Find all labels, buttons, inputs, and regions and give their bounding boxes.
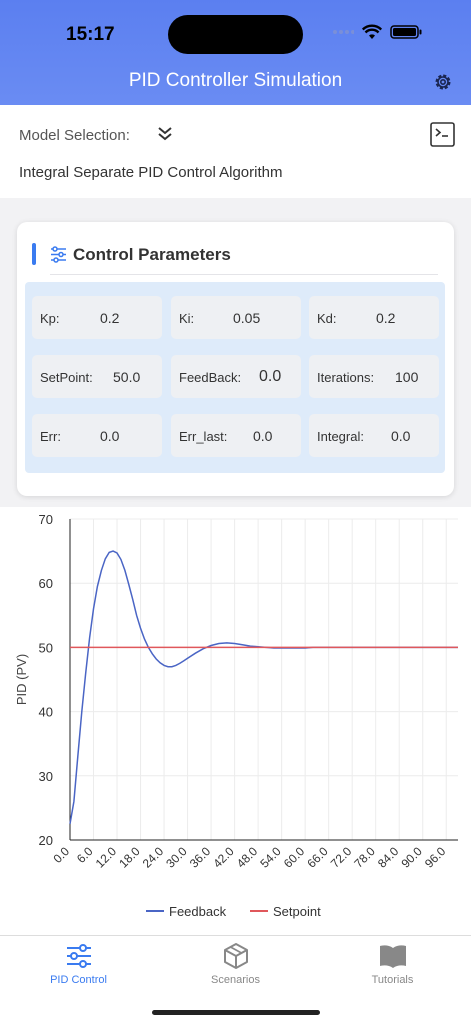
param-label: Integral:: [317, 429, 364, 444]
param-label: FeedBack:: [179, 370, 242, 385]
signal-dots-icon: [333, 30, 354, 34]
param-value: 50.0: [113, 369, 141, 385]
param-value: 0.0: [253, 428, 273, 444]
x-tick-label: 48.0: [234, 844, 261, 871]
legend-label: Setpoint: [273, 904, 321, 919]
model-selection-panel: Model Selection: Integral Separate PID C…: [0, 105, 471, 198]
x-tick-label: 60.0: [281, 844, 308, 871]
param-err-last[interactable]: Err_last: 0.0: [171, 414, 301, 457]
model-selection-value[interactable]: Integral Separate PID Control Algorithm: [19, 164, 283, 181]
x-tick-label: 96.0: [422, 844, 449, 871]
series-line-feedback: [69, 550, 458, 825]
param-ki[interactable]: Ki: 0.05: [171, 296, 301, 339]
battery-icon: [390, 25, 422, 39]
tab-bar: PID Control Scenarios Tutorials: [0, 935, 471, 1024]
y-tick-label: 40: [39, 705, 53, 720]
model-selection-label: Model Selection:: [19, 127, 130, 144]
legend-label: Feedback: [169, 904, 227, 919]
y-tick-label: 50: [39, 640, 53, 655]
tab-scenarios[interactable]: Scenarios: [157, 942, 314, 986]
y-tick-label: 60: [39, 576, 53, 591]
param-value: 0.05: [233, 310, 261, 326]
param-label: Ki:: [179, 311, 195, 326]
param-setpoint[interactable]: SetPoint: 50.0: [32, 355, 162, 398]
card-title: Control Parameters: [73, 245, 231, 264]
param-label: Kp:: [40, 311, 60, 326]
x-tick-label: 0.0: [50, 844, 72, 866]
card-accent-bar: [32, 243, 36, 265]
cube-icon: [223, 943, 248, 969]
control-parameters-card: Control Parameters Kp: 0.2 Ki: 0.05 Kd: 0.2…: [17, 222, 454, 496]
x-tick-label: 90.0: [398, 844, 425, 871]
y-tick-label: 30: [39, 769, 53, 784]
param-err[interactable]: Err: 0.0: [32, 414, 162, 457]
tab-label: PID Control: [50, 974, 107, 986]
tab-label: Tutorials: [371, 974, 414, 986]
status-icons: [332, 24, 422, 40]
y-tick-label: 20: [39, 833, 53, 848]
param-value: 0.0: [259, 368, 282, 385]
param-value: 0.2: [100, 310, 120, 326]
param-kd[interactable]: Kd: 0.2: [309, 296, 439, 339]
home-indicator: [152, 1010, 320, 1015]
page-title: PID Controller Simulation: [128, 70, 343, 91]
x-tick-label: 42.0: [210, 844, 237, 871]
param-feedback[interactable]: FeedBack: 0.0: [171, 355, 301, 398]
x-tick-label: 54.0: [257, 844, 284, 871]
param-label: Err:: [40, 429, 61, 444]
x-tick-label: 24.0: [140, 844, 167, 871]
book-icon: [379, 945, 406, 968]
param-label: Kd:: [317, 311, 337, 326]
x-tick-label: 6.0: [74, 844, 96, 866]
y-axis-label: PID (PV): [14, 654, 29, 705]
param-label: SetPoint:: [40, 370, 93, 385]
x-tick-label: 84.0: [375, 844, 402, 871]
x-tick-label: 66.0: [304, 844, 331, 871]
param-label: Err_last:: [179, 429, 228, 444]
gear-icon[interactable]: [433, 72, 453, 92]
x-tick-label: 78.0: [351, 844, 378, 871]
app-header: 15:17 PID Controller Simulation: [0, 0, 471, 105]
sliders-icon: [66, 944, 91, 968]
param-iterations[interactable]: Iterations: 100: [309, 355, 439, 398]
divider: [50, 274, 438, 275]
param-kp[interactable]: Kp: 0.2: [32, 296, 162, 339]
dynamic-island: [168, 15, 303, 54]
x-tick-label: 72.0: [328, 844, 355, 871]
wifi-icon: [362, 24, 382, 39]
x-tick-label: 30.0: [163, 844, 190, 871]
tab-label: Scenarios: [211, 974, 260, 986]
param-value: 0.2: [376, 310, 396, 326]
param-integral[interactable]: Integral: 0.0: [309, 414, 439, 457]
param-label: Iterations:: [317, 370, 375, 385]
x-tick-label: 18.0: [116, 844, 143, 871]
y-tick-label: 70: [39, 512, 53, 527]
chevron-double-down-icon[interactable]: [155, 124, 175, 144]
tab-pid-control[interactable]: PID Control: [0, 942, 157, 986]
sliders-icon: [51, 246, 66, 263]
param-value: 0.0: [100, 428, 120, 444]
status-time: 15:17: [66, 24, 115, 45]
terminal-icon[interactable]: [430, 122, 455, 147]
chart-panel: 20 30 40 50 60 70 0.0 6.0 12.0 18.0 24.0 30.0 36.0 42…: [0, 507, 471, 935]
param-value: 0.0: [391, 428, 411, 444]
param-value: 100: [395, 369, 419, 385]
parameter-grid: Kp: 0.2 Ki: 0.05 Kd: 0.2 SetPoint: 50.0 Feed…: [25, 282, 445, 473]
x-tick-label: 12.0: [93, 844, 120, 871]
tab-tutorials[interactable]: Tutorials: [314, 942, 471, 986]
x-tick-label: 36.0: [187, 844, 214, 871]
pid-chart: 20 30 40 50 60 70 0.0 6.012.018.024.030.036.042…: [14, 512, 458, 919]
